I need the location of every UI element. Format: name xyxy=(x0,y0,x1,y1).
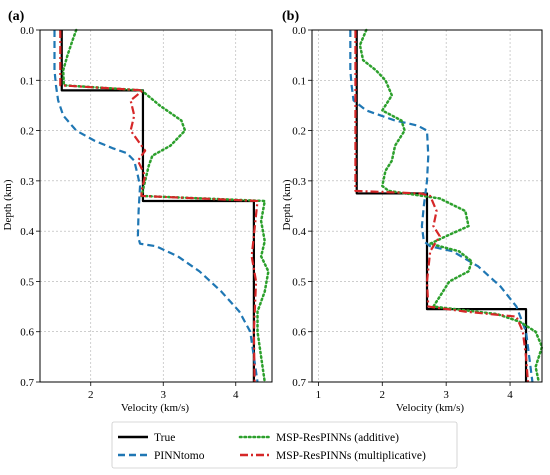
panel-b-x-tick-label: 2 xyxy=(380,389,386,401)
legend-label-true: True xyxy=(154,432,175,444)
panel-a-axes-frame xyxy=(39,29,273,383)
panel-a-y-tick-label: 0.1 xyxy=(20,75,34,87)
panel-a-label: (a) xyxy=(8,9,25,24)
panel-a-y-tick-label: 0.6 xyxy=(20,327,34,339)
panel-b-y-tick-label: 0.4 xyxy=(292,226,306,238)
panel-b-x-tick-label: 3 xyxy=(443,389,449,401)
panel-a-y-tick-label: 0.4 xyxy=(20,226,34,238)
panel-b-y-axis-label: Depth (km) xyxy=(281,179,293,230)
panel-b-plot: 1 2 3 4 0.0 0.1 0.2 0.3 0.4 0.5 0.6 0.7 xyxy=(292,25,544,401)
panel-b-series-msp-respinns-multiplicative xyxy=(354,30,530,383)
panel-b-axes-frame xyxy=(311,29,543,383)
panel-a-y-tick-label: 0.2 xyxy=(20,126,34,138)
panel-b-x-tick-label: 1 xyxy=(316,389,322,401)
panel-a-x-tick-label: 4 xyxy=(233,389,239,401)
panel-b-series-msp-respinns-additive xyxy=(358,28,544,384)
panel-b-y-tick-label: 0.5 xyxy=(292,276,306,288)
panel-a-y-tick-label: 0.5 xyxy=(20,276,34,288)
panel-b-y-tick-label: 0.3 xyxy=(292,176,306,188)
panel-a-series-msp-respinns-additive xyxy=(61,28,270,384)
panel-a-y-tick-label: 0.7 xyxy=(20,377,34,389)
panel-a-plot: 2 3 4 0.0 0.1 0.2 0.3 0.4 0.5 0.6 0.7 xyxy=(20,25,273,401)
panel-a-x-axis-label: Velocity (km/s) xyxy=(121,402,189,414)
panel-a-series-pinntomo xyxy=(53,30,259,383)
panel-b-y-tick-label: 0.1 xyxy=(292,75,306,87)
panel-b-series-true xyxy=(355,30,528,382)
panel-a-series-msp-respinns-multiplicative xyxy=(59,30,259,383)
panel-b-x-axis-label: Velocity (km/s) xyxy=(396,402,464,414)
panel-b-y-tick-label: 0.0 xyxy=(292,25,306,37)
legend-label-multiplicative: MSP-ResPINNs (multiplicative) xyxy=(276,450,426,462)
panel-a-x-tick-label: 3 xyxy=(161,389,167,401)
legend-label-pinntomo: PINNtomo xyxy=(154,450,205,462)
legend-label-additive: MSP-ResPINNs (additive) xyxy=(276,432,399,444)
panel-b-y-tick-label: 0.2 xyxy=(292,126,306,138)
panel-a-x-tick-label: 2 xyxy=(88,389,94,401)
panel-b-label: (b) xyxy=(282,9,299,24)
panel-b-y-tick-label: 0.6 xyxy=(292,327,306,339)
panel-a-y-tick-label: 0.0 xyxy=(20,25,34,37)
panel-b-x-tick-label: 4 xyxy=(507,389,513,401)
legend: True PINNtomo MSP-ResPINNs (additive) MS… xyxy=(111,421,458,469)
legend-box xyxy=(111,421,458,469)
panel-b-series-pinntomo xyxy=(349,30,534,383)
panel-a-y-tick-label: 0.3 xyxy=(20,176,34,188)
panel-a-y-axis-label: Depth (km) xyxy=(2,179,14,230)
panel-b-y-tick-label: 0.7 xyxy=(292,377,306,389)
